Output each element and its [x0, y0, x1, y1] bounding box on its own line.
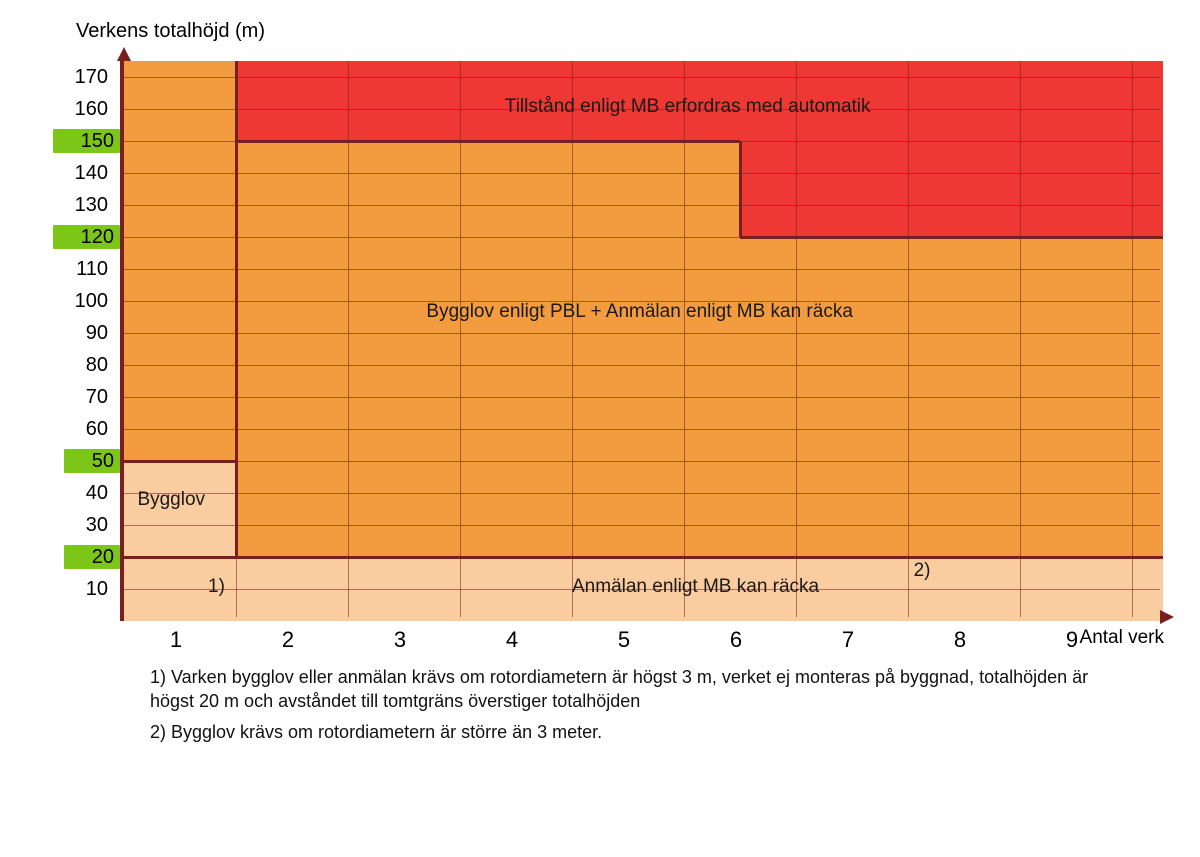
- y-tick: 150: [53, 129, 120, 153]
- grid-h: [124, 397, 1160, 398]
- y-axis-arrow-icon: [117, 47, 131, 61]
- x-axis: Antal verk 123456789: [120, 621, 1160, 657]
- x-tick: 8: [954, 627, 966, 653]
- grid-h: [124, 525, 1160, 526]
- y-tick: 50: [64, 449, 120, 473]
- y-axis: 10 20 30 40 50 60 70 80 90 100 110 120 130 140 150 160 1…: [20, 61, 120, 621]
- grid-v: [1132, 61, 1133, 617]
- y-tick: 130: [75, 193, 112, 217]
- zone-border: [124, 460, 236, 463]
- y-tick: 60: [86, 417, 112, 441]
- y-tick: 120: [53, 225, 120, 249]
- y-tick: 140: [75, 161, 112, 185]
- permit-chart: Verkens totalhöjd (m) 10 20 30 40 50 60 70 80 90…: [20, 20, 1180, 744]
- zone-border: [235, 61, 238, 557]
- grid-h: [124, 461, 1160, 462]
- y-tick: 110: [76, 257, 112, 281]
- grid-v: [572, 61, 573, 617]
- footnote-2: 2) Bygglov krävs om rotordiametern är st…: [150, 720, 1130, 744]
- footnote-1: 1) Varken bygglov eller anmälan krävs om…: [150, 665, 1130, 714]
- x-axis-title: Antal verk: [1080, 627, 1164, 649]
- y-tick: 40: [86, 481, 112, 505]
- x-tick: 3: [394, 627, 406, 653]
- y-tick: 170: [75, 65, 112, 89]
- y-tick: 30: [86, 513, 112, 537]
- grid-h: [124, 269, 1160, 270]
- region-label-anmalan-zone: Anmälan enligt MB kan räcka: [572, 576, 819, 598]
- annotation: 1): [208, 576, 225, 598]
- plot-area: Bygglov enligt PBL + Anmälan enligt MB k…: [120, 61, 1160, 621]
- annotation: 2): [914, 560, 931, 582]
- y-tick: 70: [86, 385, 112, 409]
- region-col1-full: [124, 61, 236, 461]
- y-tick: 80: [86, 353, 112, 377]
- grid-v: [796, 61, 797, 617]
- zone-border: [236, 140, 740, 143]
- zone-border: [739, 141, 742, 237]
- y-tick: 100: [75, 289, 112, 313]
- x-tick: 4: [506, 627, 518, 653]
- region-red-right-ext: [740, 141, 1163, 237]
- grid-h: [124, 493, 1160, 494]
- x-tick: 1: [170, 627, 182, 653]
- grid-v: [348, 61, 349, 617]
- x-tick: 5: [618, 627, 630, 653]
- grid-v: [460, 61, 461, 617]
- plot-row: 10 20 30 40 50 60 70 80 90 100 110 120 130 140 150 160 1…: [20, 61, 1180, 621]
- grid-h: [124, 333, 1160, 334]
- y-tick: 90: [86, 321, 112, 345]
- grid-v: [684, 61, 685, 617]
- region-label-orange-main: Bygglov enligt PBL + Anmälan enligt MB k…: [426, 301, 853, 323]
- x-tick: 2: [282, 627, 294, 653]
- y-tick: 160: [75, 97, 112, 121]
- grid-h: [124, 205, 1160, 206]
- x-tick: 9: [1066, 627, 1078, 653]
- zone-border: [740, 236, 1163, 239]
- region-label-red-top: Tillstånd enligt MB erfordras med automa…: [505, 96, 871, 118]
- y-tick: 10: [86, 577, 112, 601]
- region-label-bygglov-zone: Bygglov: [137, 489, 205, 511]
- y-tick: 20: [64, 545, 120, 569]
- grid-v: [1020, 61, 1021, 617]
- grid-v: [908, 61, 909, 617]
- grid-h: [124, 173, 1160, 174]
- grid-h: [124, 429, 1160, 430]
- footnotes: 1) Varken bygglov eller anmälan krävs om…: [150, 665, 1130, 744]
- grid-h: [124, 365, 1160, 366]
- x-tick: 7: [842, 627, 854, 653]
- x-tick: 6: [730, 627, 742, 653]
- x-axis-arrow-icon: [1160, 610, 1174, 624]
- y-axis-title: Verkens totalhöjd (m): [76, 20, 1180, 43]
- grid-h: [124, 77, 1160, 78]
- zone-border: [124, 556, 1163, 559]
